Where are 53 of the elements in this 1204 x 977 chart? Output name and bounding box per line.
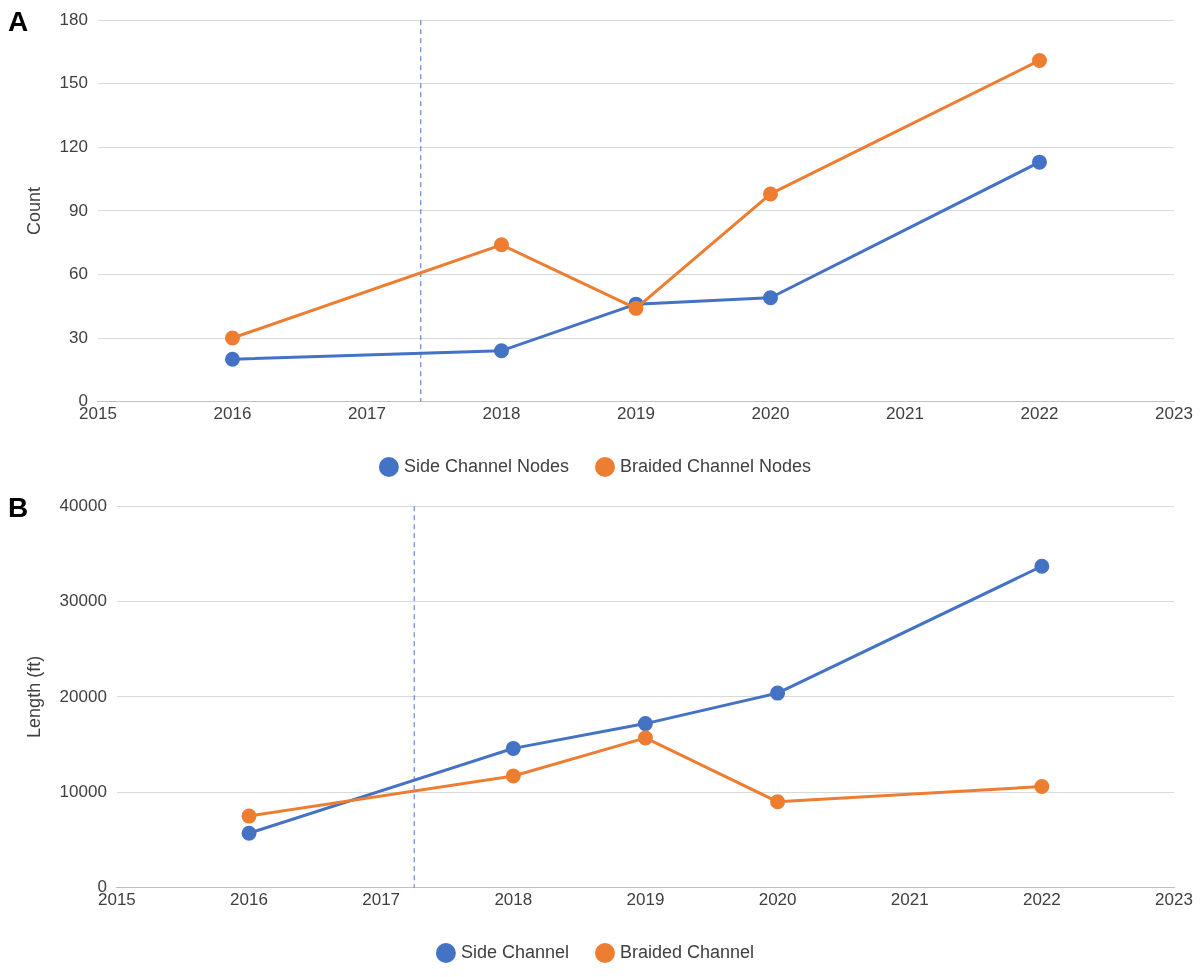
point (762, 290, 778, 306)
x-tick-label: 2023 (1155, 890, 1193, 910)
y-tick-label: 20000 (59, 686, 107, 706)
point (493, 343, 509, 359)
x-tick-label: 2018 (482, 404, 521, 424)
x-tick-label: 2021 (890, 890, 929, 910)
x-tick-label: 2021 (886, 404, 924, 424)
point (241, 808, 257, 824)
point (770, 794, 786, 810)
point (628, 300, 644, 316)
point (770, 685, 786, 701)
y-axis-title: Count (23, 186, 44, 235)
legend-label: Side Channel (460, 941, 570, 962)
point (1034, 558, 1050, 574)
y-axis-title: Length (ft) (23, 655, 44, 738)
x-tick-label: 2016 (213, 404, 252, 424)
x-tick-label: 2022 (1020, 404, 1059, 424)
point (224, 330, 240, 346)
x-tick-label: 2019 (617, 404, 655, 424)
point (493, 237, 509, 253)
y-tick-label: 60 (69, 264, 88, 284)
x-tick-label: 2022 (1022, 890, 1061, 910)
text: A (8, 6, 29, 38)
y-tick-label: 30 (69, 327, 88, 347)
legend-label: Side Channel Nodes (403, 455, 570, 476)
point (762, 186, 778, 202)
point (1031, 154, 1047, 170)
y-tick-label: 30000 (59, 591, 107, 611)
y-tick-label: 40000 (59, 495, 107, 515)
point (241, 825, 257, 841)
point (505, 740, 521, 756)
point (505, 768, 521, 784)
point (224, 351, 240, 367)
y-tick-label: 10000 (59, 781, 107, 801)
x-tick-label: 2017 (362, 890, 401, 910)
point (637, 716, 653, 732)
x-tick-label: 2018 (494, 890, 533, 910)
x-tick-label: 2017 (348, 404, 386, 424)
y-tick-label: 90 (69, 200, 88, 220)
y-tick-label: 150 (59, 73, 88, 93)
x-tick-label: 2020 (751, 404, 790, 424)
x-tick-label: 2023 (1155, 404, 1193, 424)
point (637, 730, 653, 746)
y-tick-label: 180 (59, 9, 88, 29)
x-tick-label: 2019 (626, 890, 665, 910)
x-tick-label: 2016 (230, 890, 268, 910)
text: B (8, 492, 29, 524)
point (1034, 779, 1050, 795)
legend-label: Braided Channel Nodes (619, 455, 812, 476)
y-tick-label: 120 (59, 137, 88, 157)
point (1031, 52, 1047, 68)
legend-label: Braided Channel (619, 941, 755, 962)
x-tick-label: 2020 (758, 890, 797, 910)
